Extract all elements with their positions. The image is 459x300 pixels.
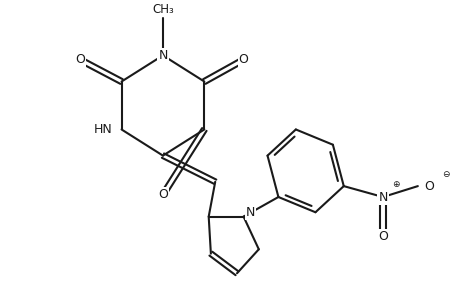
Text: O: O <box>377 230 387 243</box>
Text: O: O <box>157 188 168 201</box>
Text: N: N <box>377 190 387 203</box>
Text: CH₃: CH₃ <box>152 3 174 16</box>
Text: ⊖: ⊖ <box>441 169 448 178</box>
Text: HN: HN <box>94 123 112 136</box>
Text: O: O <box>238 53 248 66</box>
Text: N: N <box>158 49 167 62</box>
Text: O: O <box>75 53 85 66</box>
Text: N: N <box>245 206 255 219</box>
Text: ⊕: ⊕ <box>392 180 399 189</box>
Text: O: O <box>424 180 433 193</box>
